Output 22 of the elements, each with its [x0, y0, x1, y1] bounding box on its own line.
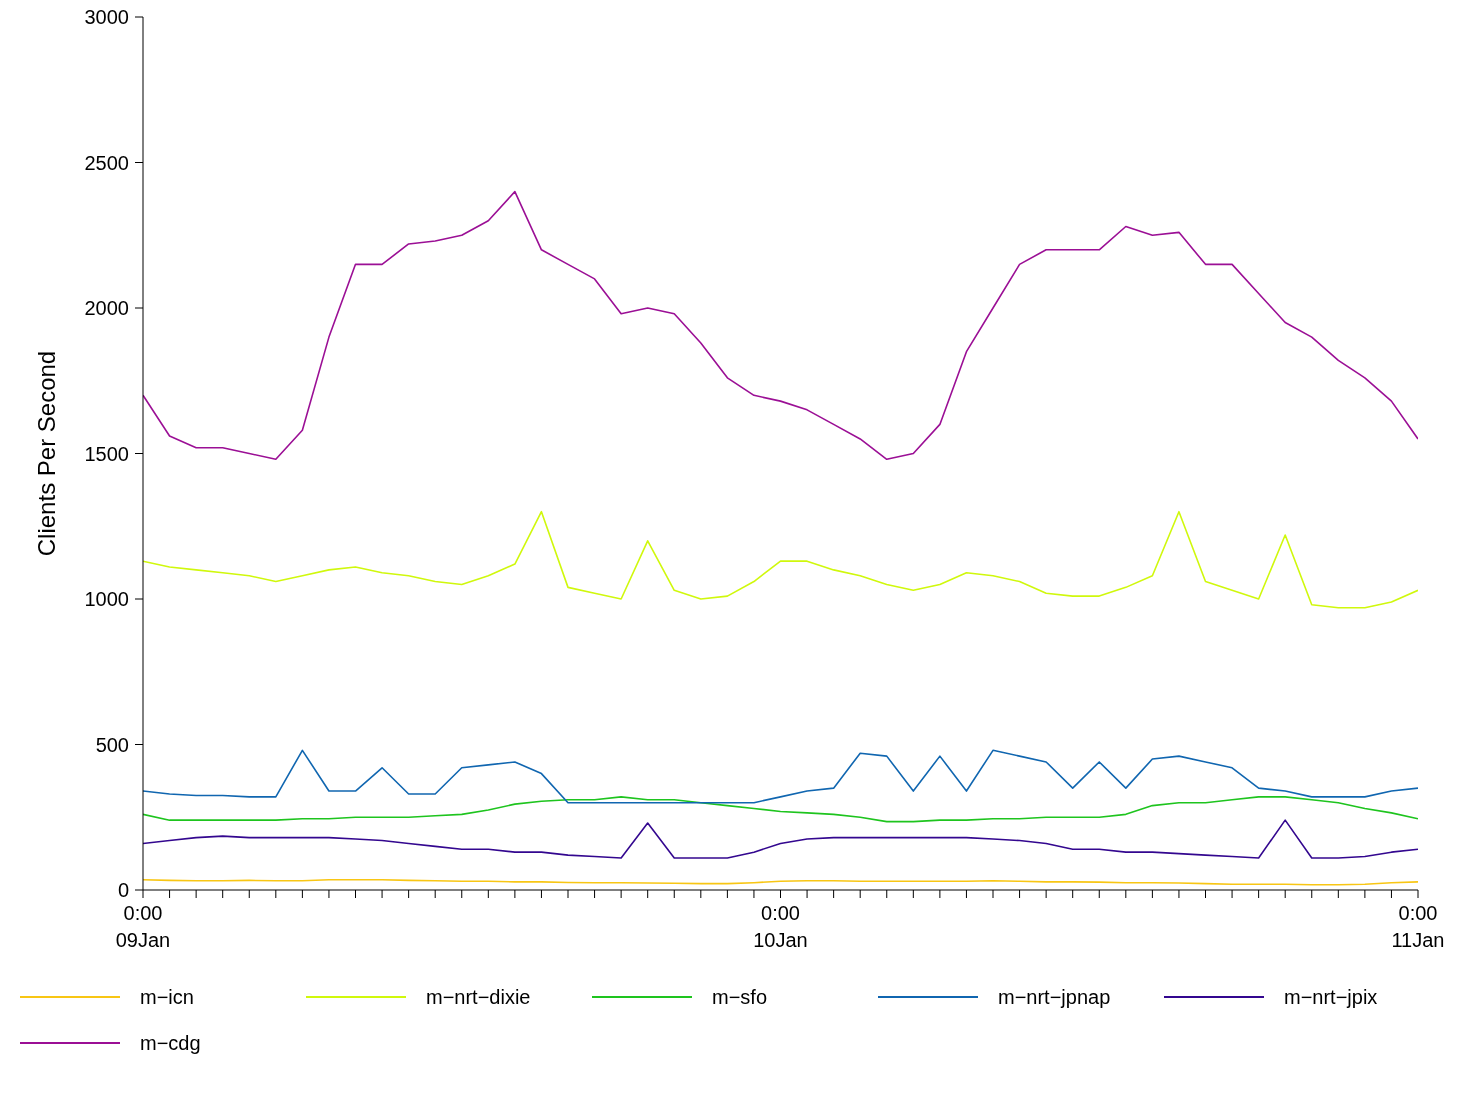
- x-tick-label: 0:00 09Jan: [115, 902, 171, 951]
- line-series: [143, 190, 1418, 461]
- line-series: [143, 796, 1418, 823]
- legend-label: m−icn: [140, 985, 194, 1009]
- legend-label: m−nrt−jpnap: [998, 985, 1111, 1009]
- line-series: [143, 749, 1418, 804]
- legend-label: m−nrt−dixie: [426, 985, 531, 1009]
- legend-label: m−sfo: [712, 985, 768, 1009]
- line-series: [143, 819, 1418, 859]
- y-tick-label: 2500: [84, 151, 129, 174]
- legend-label: m−cdg: [140, 1031, 201, 1055]
- y-tick-label: 0: [117, 879, 129, 901]
- y-tick-label: 1500: [84, 442, 129, 465]
- y-tick-label: 1000: [84, 588, 129, 610]
- y-axis-title: Clients Per Second: [32, 350, 60, 557]
- x-tick-label: 0:00 11Jan: [1391, 902, 1445, 951]
- line-series: [143, 510, 1418, 609]
- legend-label: m−nrt−jpix: [1284, 985, 1378, 1009]
- x-tick-label: 0:00 10Jan: [753, 902, 808, 951]
- y-tick-label: 2000: [84, 297, 129, 319]
- y-tick-label: 3000: [84, 6, 129, 28]
- y-tick-label: 500: [95, 733, 129, 756]
